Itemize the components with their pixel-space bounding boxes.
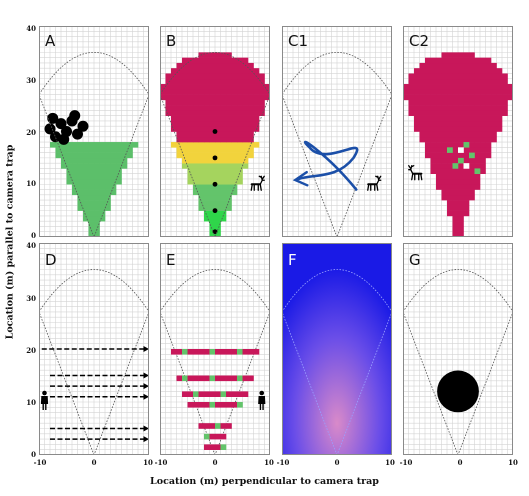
panel-a [39,26,149,237]
panel-border [282,243,392,455]
panel-c2-plot [403,26,513,237]
sample-point [212,155,218,161]
sample-point [212,181,218,187]
transect-arrowhead [143,383,149,390]
x-tick-label: 0 [212,458,218,467]
x-tick-label: -10 [276,458,290,467]
y-tick-label: 40 [26,241,36,250]
transect-arrowhead [143,372,149,379]
x-tick-label: 10 [264,458,274,467]
panel-border [39,243,149,455]
x-tick-label: 0 [91,458,97,467]
panel-border [160,26,270,237]
person-icon [258,390,266,410]
panel-e [160,243,270,455]
deer-icon [250,175,265,191]
detection-zone-outline [39,51,149,237]
y-tick-label: 10 [26,179,36,188]
y-tick-label: 40 [26,24,36,33]
transect-arrowhead [143,346,149,352]
x-tick-label: 0 [334,458,340,467]
panel-border [403,243,513,455]
panel-b [160,26,270,237]
panel-b-plot [160,26,270,237]
panel-f-plot [282,243,392,455]
y-tick-label: 0 [31,231,36,240]
x-tick-label: -10 [399,458,413,467]
heat-field [282,243,392,455]
transect-arrows [41,346,149,443]
panel-f [282,243,392,455]
x-tick-label: 10 [143,458,153,467]
y-tick-label: 10 [26,398,36,407]
panel-g [403,243,513,455]
y-tick-label: 30 [26,76,36,85]
detection-zone-outline [282,269,392,455]
y-tick-label: 20 [26,128,36,137]
y-tick-label: 20 [26,346,36,355]
panel-label-g: G [409,251,421,269]
deer-icon [367,175,382,191]
panel-c1-plot [282,26,392,237]
panel-label-b: B [166,32,177,50]
path-arrowhead [292,170,309,187]
panel-label-e: E [166,251,176,269]
panel-c1 [282,26,392,237]
panel-c2 [403,26,513,237]
panel-e-plot [160,243,270,455]
detection-zone-outline [160,269,270,455]
x-tick-label: 10 [385,458,395,467]
panel-border [39,26,149,237]
x-axis-title: Location (m) perpendicular to camera tra… [150,476,379,487]
y-axis-title: Location (m) parallel to camera trap [4,144,16,340]
sample-point [212,208,218,214]
x-tick-label: -10 [154,458,168,467]
panel-label-d: D [45,251,57,269]
panel-d [39,243,149,455]
probability-map [403,52,513,237]
sample-point [212,129,218,134]
panel-border [403,26,513,237]
detection-zone-outline [282,51,392,237]
panel-label-c1: C1 [288,32,309,50]
y-tick-label: 30 [26,294,36,303]
grid [282,26,392,237]
detection-zone-outline [403,269,513,455]
detection-zone-outline [160,51,270,237]
transect-detections [171,349,260,450]
x-tick-label: -10 [33,458,47,467]
transect-arrowhead [143,436,149,443]
panel-g-plot [403,243,513,455]
grid [403,243,513,455]
x-tick-label: 0 [457,458,463,467]
person-icon [40,390,49,410]
y-tick-label: 0 [31,450,36,459]
panel-border [282,26,392,237]
panel-label-f: F [288,251,297,269]
panel-label-a: A [45,32,56,50]
movement-path [297,140,359,191]
deer-icon [408,165,423,181]
x-tick-label: 10 [508,458,518,467]
detection-zone-outline [39,269,149,455]
probability-map [160,52,270,237]
panel-border [160,243,270,455]
panel-a-plot [39,26,149,237]
transect-arrowhead [143,393,149,400]
panel-d-plot [39,243,149,455]
panel-label-c2: C2 [409,32,430,50]
obstruction-disc-icon [437,370,479,413]
bush-icon [44,110,89,145]
transect-arrowhead [143,425,149,432]
